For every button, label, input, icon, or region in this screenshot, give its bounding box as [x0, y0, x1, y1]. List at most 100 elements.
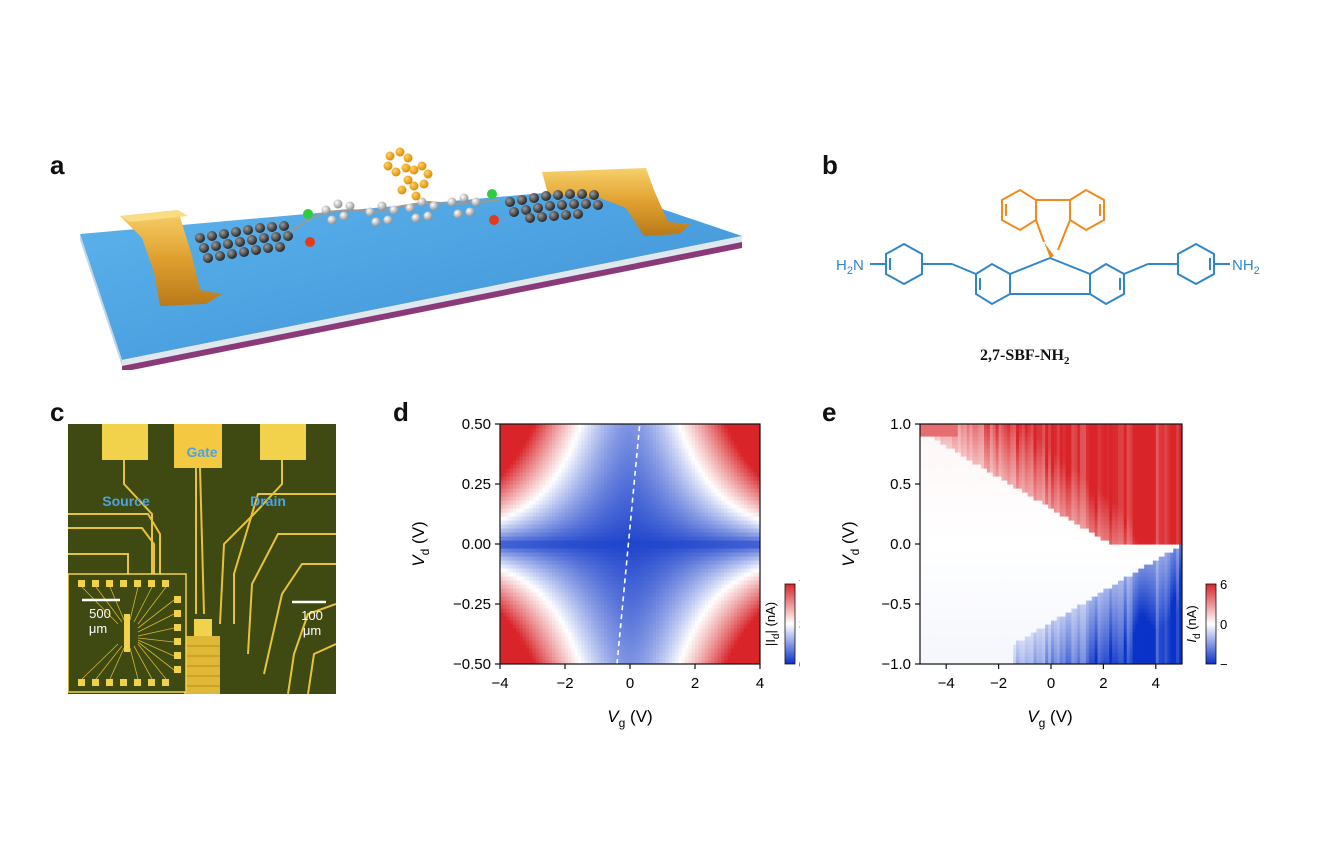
heatmap-cell [753, 448, 758, 453]
heatmap-cell [600, 596, 605, 601]
heatmap-cell [747, 640, 751, 645]
heatmap-cell [691, 656, 696, 661]
heatmap-cell [740, 648, 745, 653]
heatmap-cell [630, 656, 634, 661]
heatmap-cell [633, 604, 638, 609]
heatmap-cell [526, 600, 530, 605]
heatmap-cell [646, 564, 651, 569]
heatmap-cell [747, 504, 751, 509]
heatmap-cell [652, 428, 657, 433]
heatmap-cell [604, 624, 608, 629]
heatmap-cell [714, 520, 719, 525]
heatmap-cell [597, 500, 602, 505]
heatmap-cell [581, 484, 586, 489]
heatmap-cell [558, 536, 563, 541]
heatmap-cell [617, 500, 621, 505]
heatmap-cell [542, 656, 547, 661]
heatmap-cell [708, 456, 712, 461]
heatmap-cell [591, 648, 595, 653]
heatmap-cell [574, 520, 579, 525]
heatmap-cell [545, 472, 550, 477]
heatmap-cell [665, 488, 670, 493]
heatmap-cell [568, 424, 573, 429]
heatmap-cell [711, 512, 716, 517]
heatmap-cell [691, 528, 696, 533]
heatmap-cell [652, 656, 657, 661]
heatmap-cell [678, 616, 683, 621]
heatmap-cell [925, 652, 930, 657]
heatmap-cell [587, 548, 592, 553]
heatmap-cell [516, 480, 521, 485]
heatmap-cell [669, 508, 673, 513]
heatmap-cell [555, 656, 560, 661]
heatmap-cell [665, 516, 670, 521]
heatmap-cell [698, 632, 703, 637]
heatmap-cell [678, 424, 683, 429]
heatmap-cell [747, 456, 751, 461]
heatmap-cell [604, 544, 608, 549]
heatmap-cell [568, 584, 573, 589]
heatmap-cell [727, 624, 732, 629]
heatmap-cell [503, 508, 508, 513]
heatmap-cell [691, 596, 696, 601]
heatmap-cell [561, 504, 566, 509]
heatmap-cell [500, 464, 504, 469]
heatmap-cell [701, 660, 706, 664]
heatmap-cell [542, 488, 547, 493]
heatmap-cell [532, 560, 537, 565]
heatmap-cell [539, 584, 543, 589]
heatmap-cell [672, 508, 677, 513]
heatmap-cell [714, 660, 719, 664]
heatmap-cell [724, 620, 729, 625]
heatmap-cell [701, 588, 706, 593]
heatmap-cell [500, 588, 504, 593]
heatmap-cell [545, 492, 550, 497]
heatmap-cell [516, 540, 521, 545]
heatmap-cell [545, 476, 550, 481]
heatmap-cell [708, 600, 712, 605]
heatmap-cell [695, 652, 699, 657]
heatmap-cell [539, 500, 543, 505]
heatmap-cell [555, 488, 560, 493]
heatmap-cell [662, 488, 667, 493]
heatmap-cell [756, 556, 760, 561]
heatmap-cell [708, 624, 712, 629]
heatmap-cell [500, 592, 504, 597]
heatmap-cell [756, 540, 760, 545]
heatmap-cell [600, 500, 605, 505]
heatmap-cell [509, 660, 514, 664]
heatmap-cell [604, 580, 608, 585]
heatmap-cell [509, 572, 514, 577]
heatmap-cell [708, 492, 712, 497]
heatmap-cell [532, 612, 537, 617]
heatmap-cell [714, 652, 719, 657]
heatmap-cell [597, 540, 602, 545]
heatmap-cell [526, 508, 530, 513]
heatmap-cell [714, 452, 719, 457]
heatmap-cell [610, 640, 615, 645]
heatmap-cell [620, 548, 625, 553]
heatmap-cell [565, 500, 569, 505]
heatmap-cell [565, 644, 569, 649]
heatmap-cell [594, 660, 599, 664]
heatmap-cell [532, 628, 537, 633]
heatmap-cell [584, 480, 589, 485]
heatmap-cell [672, 444, 677, 449]
heatmap-cell [568, 520, 573, 525]
heatmap-cell [652, 540, 657, 545]
heatmap-cell [708, 616, 712, 621]
heatmap-cell [607, 552, 612, 557]
heatmap-cell [503, 472, 508, 477]
heatmap-cell [617, 568, 621, 573]
heatmap-cell [721, 568, 725, 573]
heatmap-cell [922, 648, 927, 653]
heatmap-cell [555, 480, 560, 485]
heatmap-cell [734, 656, 738, 661]
heatmap-cell [656, 468, 660, 473]
heatmap-cell [548, 424, 553, 429]
heatmap-cell [604, 464, 608, 469]
heatmap-cell [698, 428, 703, 433]
heatmap-cell [607, 652, 612, 657]
heatmap-cell [630, 616, 634, 621]
heatmap-cell [717, 584, 722, 589]
